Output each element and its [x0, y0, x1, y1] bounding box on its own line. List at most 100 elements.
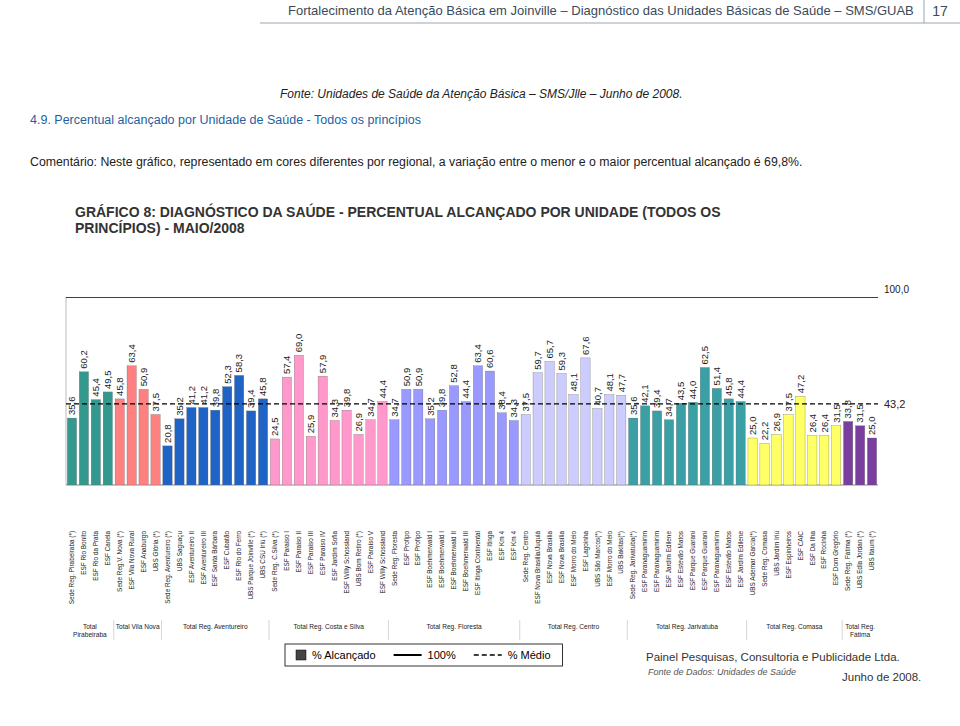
- x-tick-label: ESF Parque Guarani: [701, 531, 709, 590]
- data-label: 60,2: [78, 350, 89, 369]
- group-label-line: Total Reg.: [845, 623, 875, 631]
- bar: [318, 376, 327, 485]
- chart-title: GRÁFICO 8: DIAGNÓSTICO DA SAÚDE - PERCEN…: [75, 203, 721, 236]
- data-label: 34,3: [508, 399, 519, 418]
- title-line: PRINCÍPIOS) - MAIO/2008: [75, 220, 245, 236]
- data-label: 34,7: [389, 398, 400, 417]
- data-label: 26,9: [771, 413, 782, 432]
- group-label: Total Reg. Costa e Silva: [294, 623, 365, 631]
- x-tick-label: ESF Willy Schossland: [343, 531, 351, 594]
- data-label: 45,8: [723, 377, 734, 396]
- x-tick-label: ESF Profipo: [415, 531, 423, 566]
- reference-label: 100,0: [884, 284, 909, 295]
- data-label: 38,4: [496, 391, 507, 409]
- group-label: Total Reg. Comasa: [766, 623, 822, 631]
- group-label: TotalPirabeiraba: [73, 623, 107, 638]
- data-label: 57,9: [317, 355, 328, 374]
- bar: [593, 408, 602, 485]
- data-label: 41,2: [198, 386, 209, 405]
- x-tick-label: ESF CAIC: [797, 531, 804, 561]
- data-label: 45,8: [114, 377, 125, 396]
- bar: [712, 388, 721, 485]
- x-tick-label: ESF Paraíso V: [367, 530, 374, 573]
- page: Fortalecimento da Atenção Básica em Join…: [0, 0, 960, 726]
- bar: [796, 396, 805, 485]
- group-separator: [842, 620, 843, 640]
- bar: [629, 418, 638, 485]
- x-tick-label: Sede Reg. Floresta: [391, 531, 399, 587]
- bar: [342, 410, 351, 485]
- bar: [199, 408, 208, 485]
- data-label: 52,8: [448, 364, 459, 383]
- data-label: 47,2: [795, 375, 806, 394]
- section-title: 4.9. Percentual alcançado por Unidade de…: [30, 113, 421, 127]
- footer-date: Junho de 2008.: [842, 671, 921, 683]
- legend-box: [285, 644, 563, 666]
- legend-label: 100%: [428, 649, 456, 661]
- x-tick-label: ESF Km 4: [498, 531, 505, 561]
- data-label: 24,5: [269, 417, 280, 436]
- bar: [437, 410, 446, 485]
- data-label: 33,8: [842, 400, 853, 419]
- legend-label: % Alcançado: [312, 649, 376, 661]
- data-label: 43,5: [675, 382, 686, 401]
- title-line: GRÁFICO 8: DIAGNÓSTICO DA SAÚDE - PERCEN…: [75, 203, 721, 220]
- bar: [294, 355, 303, 485]
- data-label: 45,4: [90, 378, 101, 397]
- footer-source: Fonte de Dados: Unidades de Saúde: [648, 667, 796, 677]
- footer-company: Painel Pesquisas, Consultoria e Publicid…: [646, 651, 900, 663]
- group-label: Total Reg. Aventureiro: [183, 623, 248, 631]
- data-label: 35,6: [66, 397, 77, 416]
- bar: [390, 420, 399, 485]
- x-tick-label: UBS CSU Iriú (*): [259, 531, 267, 579]
- x-tick-label: ESF Aventureiro II: [188, 531, 195, 583]
- x-tick-label: ESF Estevão Matos: [677, 531, 684, 587]
- x-tick-label: ESF Parque Guarani: [689, 531, 697, 590]
- bar: [820, 435, 829, 485]
- group-label: Total Reg. Centro: [548, 623, 600, 631]
- x-tick-label: ESF Willy Schossland: [379, 531, 387, 594]
- bar: [640, 406, 649, 485]
- data-label: 37,5: [150, 393, 161, 412]
- group-separator: [269, 620, 270, 640]
- data-label: 25,0: [866, 417, 877, 436]
- bar: [151, 415, 160, 486]
- x-tick-label: UBS Jardim Iriú: [773, 531, 780, 576]
- legend: % Alcançado100%% Médio: [285, 644, 563, 666]
- group-separator: [161, 620, 162, 640]
- data-label: 26,4: [819, 414, 830, 433]
- x-tick-label: ESF Morro do Meio: [606, 531, 613, 587]
- data-label: 44,4: [460, 380, 471, 399]
- bar: [485, 371, 494, 485]
- data-label: 65,7: [544, 340, 555, 359]
- comment: Comentário: Neste gráfico, representado …: [30, 155, 802, 169]
- bar: [509, 421, 518, 485]
- x-tick-label: ESF Profipo: [403, 531, 411, 566]
- group-label-line: Pirabeiraba: [73, 631, 107, 638]
- x-tick-label: ESF Santa Bárbara: [212, 531, 219, 587]
- data-label: 63,4: [472, 344, 483, 363]
- x-tick-label: ESF Boehmerwald III: [462, 531, 469, 592]
- bar: [187, 408, 196, 485]
- bar: [366, 420, 375, 485]
- x-tick-label: ESF Morro do Meio: [570, 531, 577, 587]
- group-label-line: Total: [83, 623, 97, 630]
- header-rule: [924, 0, 925, 23]
- data-label: 26,9: [353, 413, 364, 432]
- data-label: 60,6: [484, 350, 495, 369]
- bar: [282, 377, 291, 485]
- bar: [688, 402, 697, 485]
- data-label: 22,2: [759, 422, 770, 441]
- x-tick-label: UBS São Marcos(*): [594, 531, 602, 587]
- x-tick-label: ESF Jardim Edilene: [737, 531, 744, 588]
- bar: [223, 387, 232, 485]
- bar: [736, 402, 745, 485]
- bar: [545, 361, 554, 485]
- x-tick-label: ESF Paranaguamirim: [713, 531, 721, 592]
- x-tick-label: ESF Anaburgo: [140, 531, 148, 573]
- bar: [354, 434, 363, 485]
- x-tick-label: ESF Dom Gregório: [832, 531, 840, 586]
- data-label: 48,1: [604, 373, 615, 392]
- data-label: 48,1: [568, 373, 579, 392]
- data-label: 25,0: [747, 417, 758, 436]
